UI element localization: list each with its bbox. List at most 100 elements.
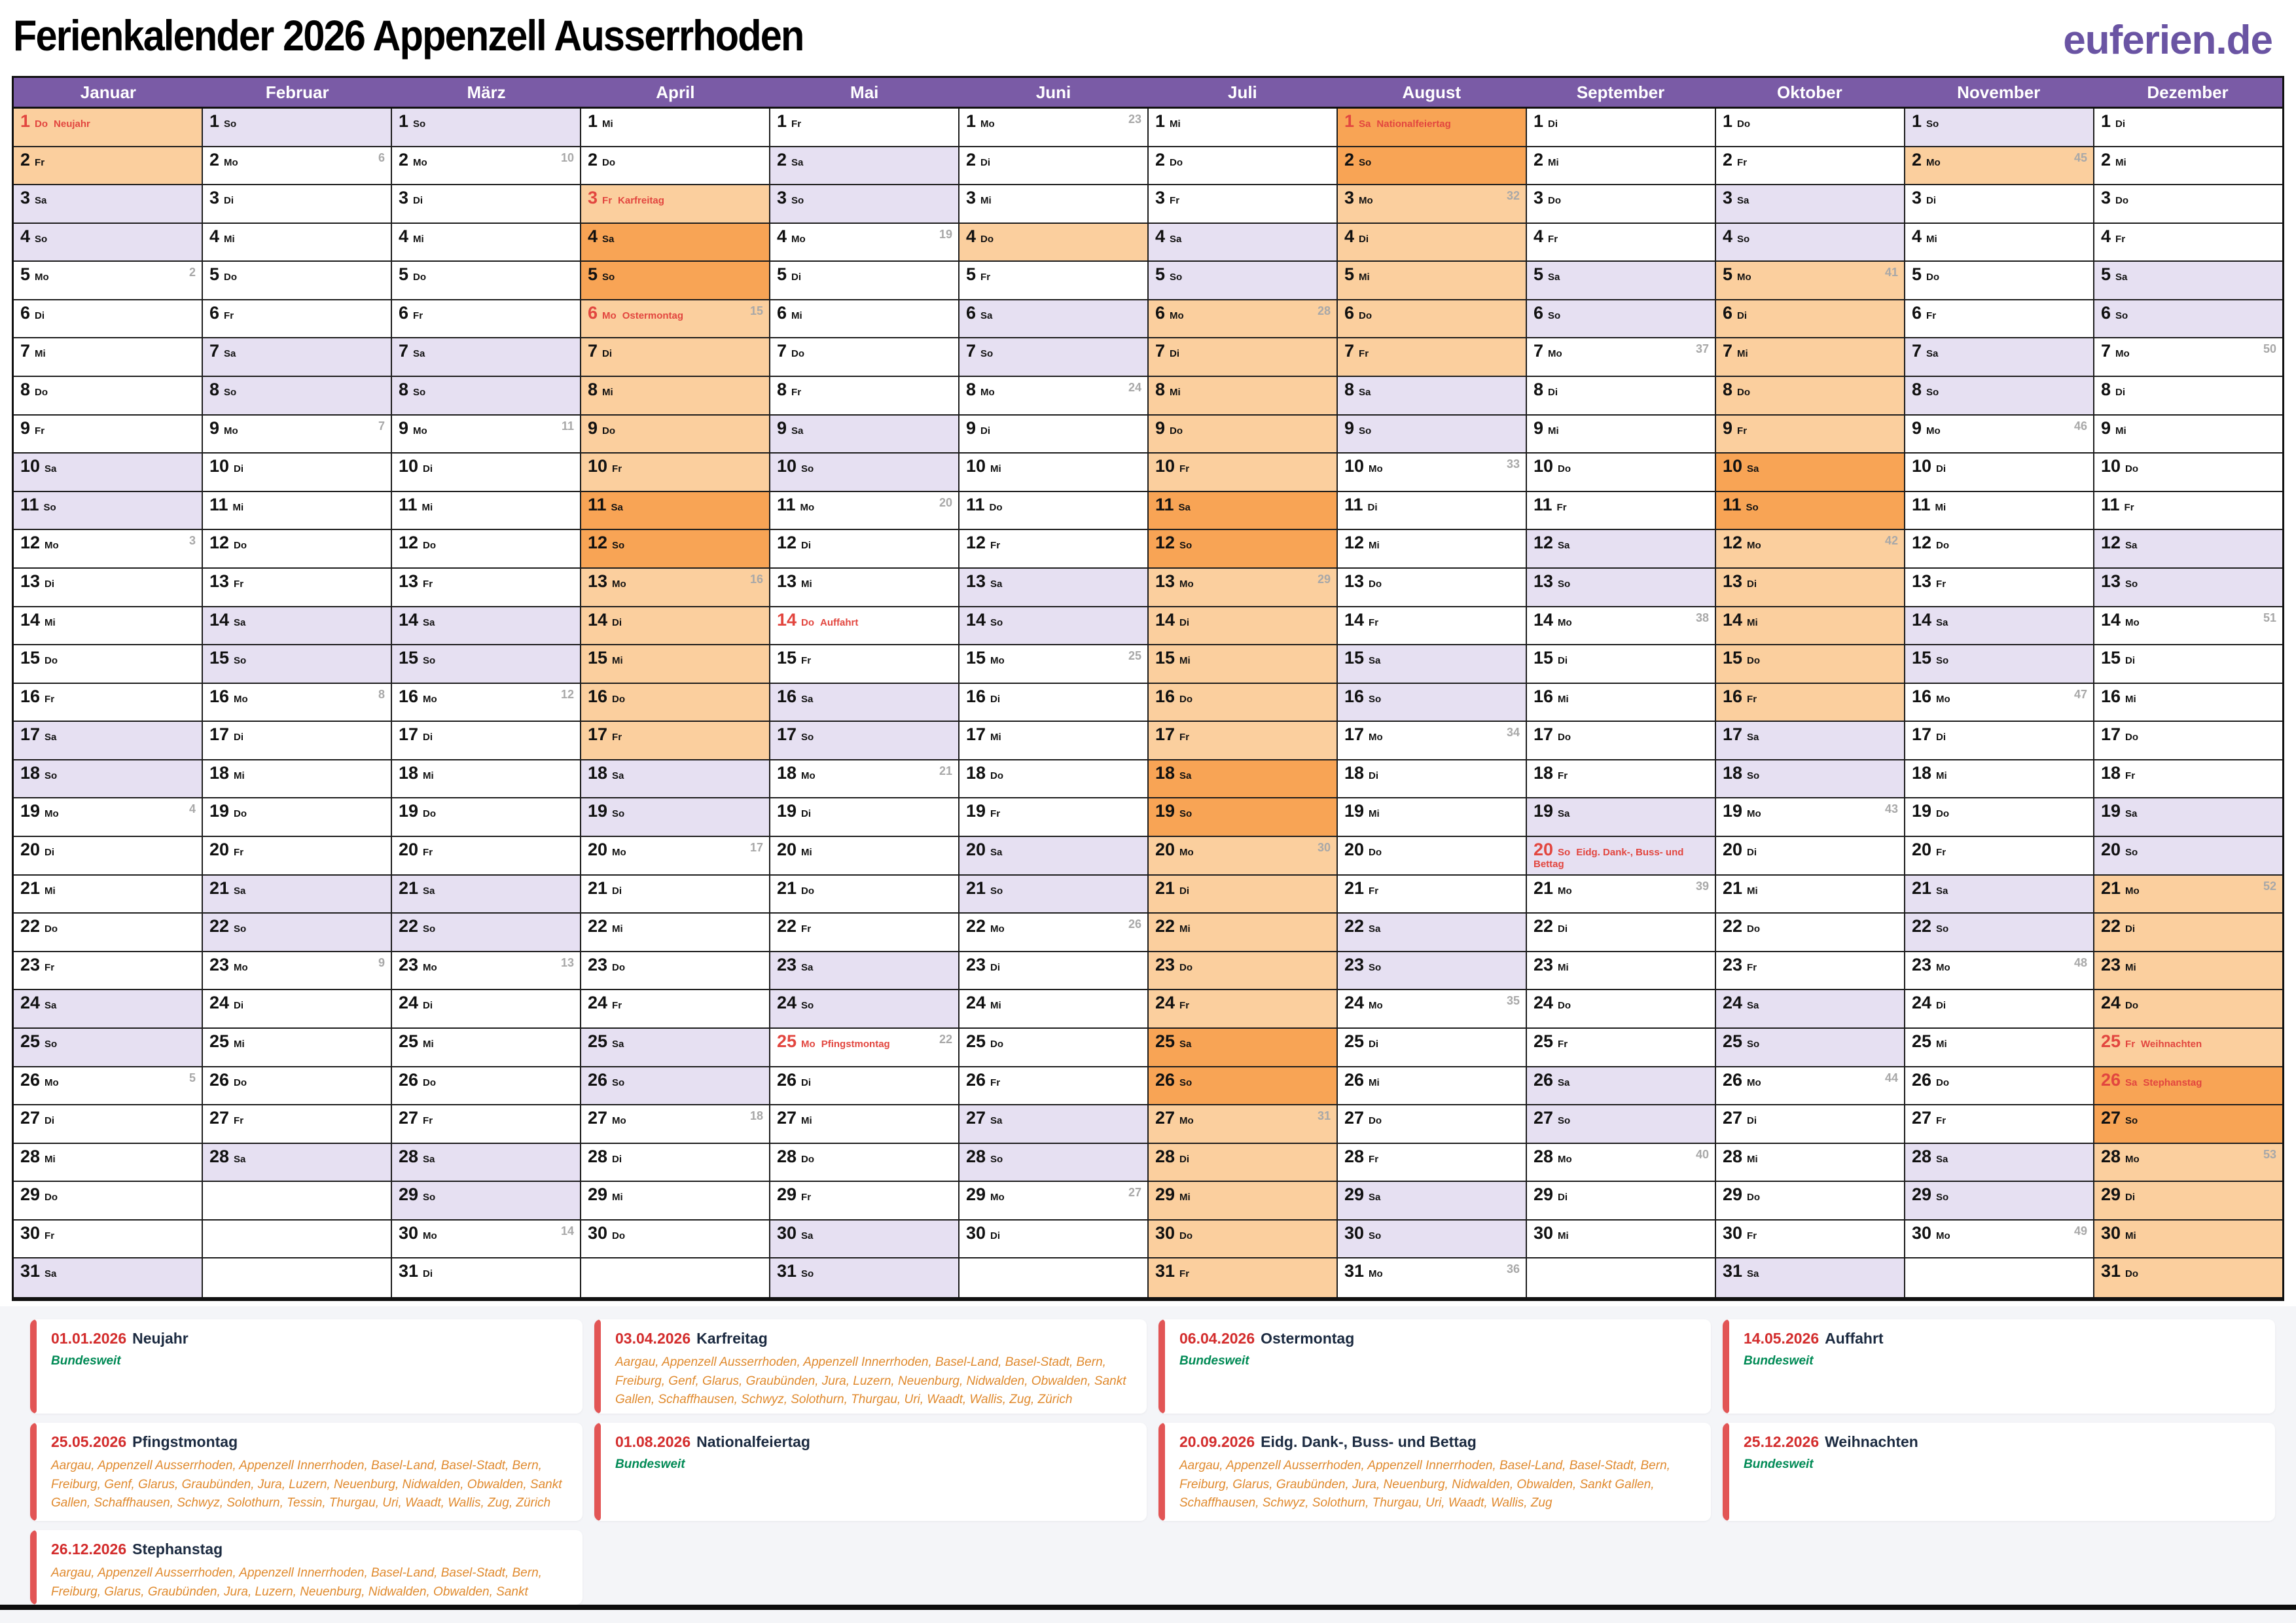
day-number: 30 xyxy=(1723,1222,1743,1243)
day-cell: 31 Do xyxy=(2094,1258,2282,1297)
week-number: 20 xyxy=(939,495,952,509)
day-number: 3 xyxy=(1534,188,1544,208)
day-cell: 21 Mi xyxy=(14,875,202,914)
day-cell: 21 Mi xyxy=(1716,875,1904,914)
day-cell: 19 So xyxy=(1149,798,1336,838)
day-cell: 16 Mi xyxy=(2094,683,2282,722)
day-number: 8 xyxy=(209,380,220,400)
day-number: 4 xyxy=(209,226,220,246)
day-cell: 6 Sa xyxy=(960,300,1147,339)
day-cell: 27 Fr xyxy=(203,1105,391,1144)
weekday-abbr: Do xyxy=(602,425,616,437)
day-number: 14 xyxy=(588,609,608,630)
weekday-abbr: Do xyxy=(989,501,1003,513)
day-cell: 3 Fr Karfreitag xyxy=(581,185,769,224)
day-number: 26 xyxy=(1912,1069,1932,1090)
day-number: 17 xyxy=(588,724,608,745)
day-number: 15 xyxy=(20,648,41,668)
day-number: 5 xyxy=(1344,264,1355,285)
day-number: 26 xyxy=(966,1069,986,1090)
weekday-abbr: Do xyxy=(801,1153,815,1165)
month-header: Juli xyxy=(1227,82,1257,102)
brand-logo[interactable]: euferien.de xyxy=(2063,18,2273,63)
week-number: 35 xyxy=(1506,994,1520,1008)
day-cell: 14 Sa xyxy=(1905,607,2093,646)
day-cell: 30 So xyxy=(1338,1220,1526,1259)
weekday-abbr: Fr xyxy=(2125,1038,2136,1050)
day-cell: 29 Di xyxy=(2094,1182,2282,1221)
week-number: 7 xyxy=(378,419,385,433)
weekday-abbr: Sa xyxy=(801,961,814,973)
day-cell: 11 Mo 20 xyxy=(770,491,958,531)
day-number: 28 xyxy=(777,1146,797,1166)
day-number: 23 xyxy=(588,954,608,974)
weekday-abbr: Di xyxy=(1558,655,1568,667)
weekday-abbr: Mi xyxy=(1170,387,1181,399)
day-cell: 27 Mo 18 xyxy=(581,1105,769,1144)
weekday-abbr: Mo xyxy=(423,1230,437,1241)
weekday-abbr: Mi xyxy=(2115,156,2126,168)
day-number: 19 xyxy=(1723,801,1743,821)
legend-card-title: 25.12.2026 Weihnachten xyxy=(1744,1433,2261,1451)
weekday-abbr: Mi xyxy=(801,1115,812,1127)
day-number: 8 xyxy=(1534,380,1544,400)
week-number: 22 xyxy=(939,1032,952,1046)
legend-card-title: 01.08.2026 Nationalfeiertag xyxy=(615,1433,1132,1451)
weekday-abbr: Mi xyxy=(423,770,434,781)
weekday-abbr: So xyxy=(1558,578,1571,590)
holiday-scope: Bundesweit xyxy=(615,1457,685,1471)
day-number: 16 xyxy=(1534,686,1554,706)
empty-cell xyxy=(1527,1258,1715,1297)
weekday-abbr: So xyxy=(224,118,237,130)
day-cell: 25 So xyxy=(14,1028,202,1067)
day-number: 17 xyxy=(1723,724,1743,745)
day-number: 7 xyxy=(209,341,220,361)
weekday-abbr: Sa xyxy=(612,1038,624,1050)
day-number: 28 xyxy=(1723,1146,1743,1166)
day-cell: 6 Do xyxy=(1338,300,1526,339)
month-column: 1 So 2 Mo 45 3 Di 4 Mi 5 Do 6 Fr 7 Sa 8 So 9 Mo 46 10 Di 11 Mi 1… xyxy=(1905,109,2094,1297)
page-bottom-divider xyxy=(0,1605,2296,1610)
holiday-label: Auffahrt xyxy=(820,616,859,628)
day-number: 9 xyxy=(966,418,977,438)
day-number: 12 xyxy=(1723,533,1743,553)
day-cell: 11 Mi xyxy=(1905,491,2093,531)
day-number: 23 xyxy=(2101,954,2121,974)
weekday-abbr: Mo xyxy=(224,156,238,168)
month-header: Juni xyxy=(1035,82,1071,102)
weekday-abbr: Fr xyxy=(1558,1038,1568,1050)
weekday-abbr: Di xyxy=(1936,463,1946,475)
day-cell: 30 Sa xyxy=(770,1220,958,1259)
weekday-abbr: Do xyxy=(791,348,805,360)
day-cell: 22 Do xyxy=(14,914,202,952)
day-cell: 12 Do xyxy=(392,530,580,569)
day-number: 26 xyxy=(399,1069,419,1090)
weekday-abbr: Sa xyxy=(990,578,1003,590)
day-number: 20 xyxy=(1723,840,1743,860)
day-number: 29 xyxy=(966,1185,986,1205)
day-cell: 9 Mo 7 xyxy=(203,415,391,454)
day-cell: 28 Mi xyxy=(14,1143,202,1183)
day-number: 26 xyxy=(2101,1069,2121,1090)
weekday-abbr: So xyxy=(423,655,436,667)
day-number: 1 xyxy=(1344,111,1355,131)
day-number: 1 xyxy=(588,111,598,131)
weekday-abbr: So xyxy=(801,463,814,475)
weekday-abbr: Sa xyxy=(1558,808,1570,820)
day-cell: 5 Mo 41 xyxy=(1716,262,1904,300)
month-header: August xyxy=(1402,82,1461,102)
day-number: 27 xyxy=(777,1108,797,1128)
weekday-abbr: Di xyxy=(2125,655,2136,667)
weekday-abbr: Sa xyxy=(1747,732,1759,743)
day-number: 13 xyxy=(399,571,419,591)
day-number: 3 xyxy=(966,188,977,208)
day-cell: 1 Do Neujahr xyxy=(14,109,202,147)
day-cell: 15 So xyxy=(203,645,391,684)
day-number: 13 xyxy=(1912,571,1932,591)
day-cell: 2 Mo 45 xyxy=(1905,147,2093,186)
weekday-abbr: So xyxy=(801,1268,814,1280)
day-cell: 27 Do xyxy=(1338,1105,1526,1144)
weekday-abbr: Mi xyxy=(602,387,613,399)
weekday-abbr: So xyxy=(423,1192,436,1204)
day-number: 1 xyxy=(777,111,787,131)
